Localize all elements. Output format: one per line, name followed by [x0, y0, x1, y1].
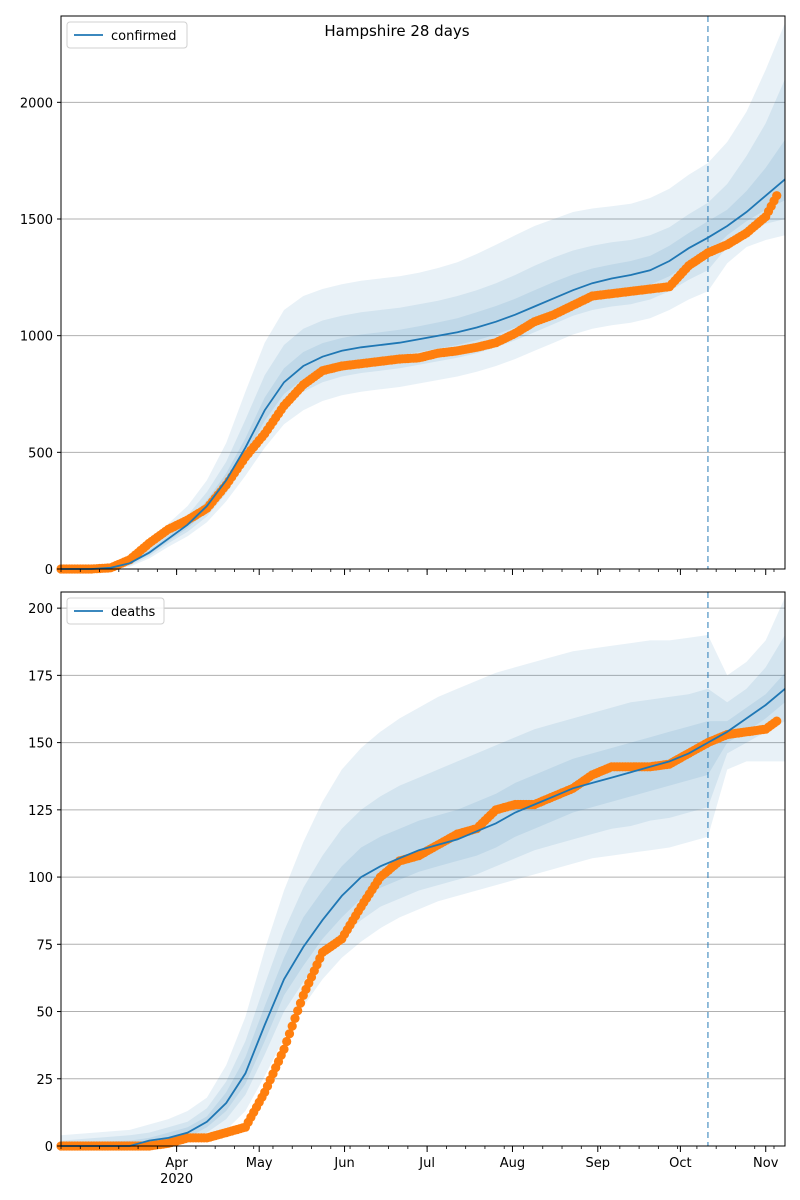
legend: deaths	[66, 597, 165, 625]
axes-frame	[60, 15, 786, 570]
observed-series	[56, 716, 782, 1151]
x-tick-label: Sep	[586, 1156, 611, 1171]
model-line-confirmed	[61, 178, 786, 570]
y-tick-label: 500	[28, 446, 53, 461]
y-tick-label: 25	[36, 1073, 53, 1088]
uncertainty-band-outer	[61, 597, 785, 1146]
uncertainty-band-inner	[61, 672, 785, 1146]
x-tick-label: Nov	[753, 1156, 779, 1171]
observed-point	[284, 1029, 295, 1039]
observed-point	[293, 1006, 303, 1016]
chart-title: Hampshire 28 days	[324, 22, 469, 40]
observed-point	[295, 998, 306, 1008]
y-tick-label: 100	[28, 871, 53, 886]
legend-box	[66, 21, 188, 49]
observed-point	[279, 1044, 289, 1054]
y-tick-label: 1500	[20, 213, 53, 228]
observed-point	[282, 1036, 292, 1047]
observed-series	[56, 191, 782, 574]
model-line-deaths	[61, 688, 786, 1147]
x-tick-label: Aug	[500, 1156, 525, 1171]
uncertainty-band-middle	[61, 635, 785, 1146]
observed-point	[772, 716, 782, 726]
legend-label: confirmed	[111, 29, 177, 44]
y-tick-label: 0	[45, 563, 53, 578]
observed-point	[287, 1021, 297, 1031]
legend-label: deaths	[111, 605, 156, 620]
x-tick-label: Jun	[333, 1156, 354, 1171]
y-tick-label: 50	[36, 1006, 53, 1021]
observed-point	[290, 1013, 300, 1024]
y-tick-label: 75	[36, 938, 53, 953]
y-tick-label: 175	[28, 669, 53, 684]
x-tick-label: May	[246, 1156, 273, 1171]
y-tick-label: 1000	[20, 330, 53, 345]
y-tick-label: 0	[45, 1140, 53, 1155]
legend-box	[66, 597, 165, 625]
confirmed-panel: 0 500 1000 1500 2000 confirmed	[20, 15, 786, 578]
x-tick-label: Oct	[669, 1156, 691, 1171]
x-tick-sublabel: 2020	[160, 1172, 193, 1187]
x-tick-label: Apr	[165, 1156, 188, 1171]
y-tick-label: 2000	[20, 96, 53, 111]
observed-point	[772, 191, 782, 201]
axes-frame	[60, 591, 786, 1147]
y-tick-label: 150	[28, 737, 53, 752]
legend: confirmed	[66, 21, 188, 49]
uncertainty-band-outer	[61, 23, 785, 569]
x-tick-label: Jul	[418, 1156, 435, 1171]
y-tick-label: 200	[28, 602, 53, 617]
y-tick-label: 125	[28, 804, 53, 819]
uncertainty-band-middle	[61, 79, 785, 569]
